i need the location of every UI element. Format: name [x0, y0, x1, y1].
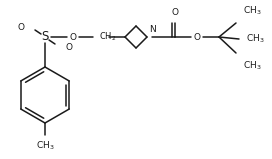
Text: S: S — [41, 31, 49, 44]
Text: O: O — [18, 23, 25, 31]
Text: O: O — [65, 42, 72, 52]
Text: CH$_3$: CH$_3$ — [243, 59, 262, 72]
Text: O: O — [172, 8, 178, 17]
Text: CH$_3$: CH$_3$ — [36, 139, 54, 152]
Text: CH$_2$: CH$_2$ — [99, 31, 116, 43]
Text: O: O — [193, 32, 200, 41]
Text: CH$_3$: CH$_3$ — [243, 4, 262, 17]
Text: N: N — [149, 25, 156, 34]
Text: CH$_3$: CH$_3$ — [246, 33, 265, 45]
Text: O: O — [70, 32, 76, 41]
